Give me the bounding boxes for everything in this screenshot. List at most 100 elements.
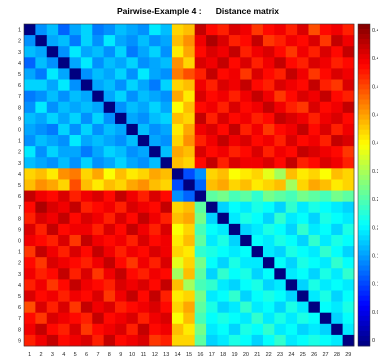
heatmap-cell-r5-c18 xyxy=(217,68,230,80)
heatmap-cell-r9-c5 xyxy=(69,112,82,125)
heatmap-cell-r5-c4 xyxy=(58,68,70,80)
heatmap-cell-r10-c17 xyxy=(206,123,218,136)
heatmap-cell-r3-c7 xyxy=(92,46,105,58)
colorbar-step xyxy=(358,169,370,176)
heatmap-cell-r12-c9 xyxy=(115,146,127,158)
heatmap-cell-r11-c24 xyxy=(285,135,298,147)
heatmap-cell-r13-c1 xyxy=(24,157,36,169)
heatmap-cell-r7-c11 xyxy=(137,90,150,103)
heatmap-cell-r7-c25 xyxy=(297,90,309,103)
heatmap-cell-r2-c1 xyxy=(24,35,36,47)
y-tick-label: 4 xyxy=(18,172,21,178)
heatmap-cell-r26-c27 xyxy=(319,301,332,314)
heatmap-cell-r23-c7 xyxy=(92,268,105,280)
heatmap-cell-r19-c28 xyxy=(331,223,343,236)
heatmap-cell-r25-c25 xyxy=(297,290,309,302)
heatmap-cell-r2-c9 xyxy=(115,35,127,47)
colorbar-step xyxy=(358,330,370,337)
heatmap-cell-r23-c10 xyxy=(126,268,139,280)
colorbar-tick-label: 0.4 xyxy=(372,28,378,34)
plot-frame xyxy=(23,23,355,347)
heatmap-cell-r21-c17 xyxy=(206,246,218,258)
heatmap-cell-r25-c27 xyxy=(319,290,332,302)
heatmap-cell-r6-c12 xyxy=(149,79,161,91)
y-tick-label: 5 xyxy=(18,183,21,189)
heatmap-cell-r7-c27 xyxy=(319,90,332,103)
heatmap-cell-r16-c24 xyxy=(285,190,298,202)
heatmap-cell-r25-c22 xyxy=(262,290,275,302)
heatmap-cell-r14-c8 xyxy=(103,168,116,180)
heatmap-cell-r7-c26 xyxy=(308,90,321,103)
heatmap-cell-r22-c17 xyxy=(206,257,218,269)
heatmap-cell-r24-c21 xyxy=(251,279,264,291)
heatmap-cell-r11-c22 xyxy=(262,135,275,147)
heatmap-cell-r20-c20 xyxy=(240,234,252,247)
heatmap-cell-r23-c17 xyxy=(206,268,218,280)
heatmap-cell-r1-c17 xyxy=(206,24,218,36)
heatmap-cell-r7-c21 xyxy=(251,90,264,103)
heatmap-cell-r9-c20 xyxy=(240,112,252,125)
colorbar-step xyxy=(358,34,370,40)
heatmap-cell-r2-c25 xyxy=(297,35,309,47)
heatmap-cell-r28-c1 xyxy=(24,323,36,336)
heatmap-cell-r10-c3 xyxy=(46,123,59,136)
heatmap-cell-r22-c14 xyxy=(171,257,184,269)
heatmap-cell-r11-c27 xyxy=(319,135,332,147)
colorbar-step xyxy=(358,335,370,342)
heatmap-cell-r16-c10 xyxy=(126,190,139,202)
heatmap-cell-r18-c29 xyxy=(342,212,355,225)
y-tick-label: 2 xyxy=(18,261,21,267)
heatmap-cell-r27-c18 xyxy=(217,312,230,325)
heatmap-cell-r5-c28 xyxy=(331,68,343,80)
heatmap-cell-r27-c2 xyxy=(35,312,48,325)
heatmap-cell-r28-c13 xyxy=(160,323,173,336)
x-tick-label: 13 xyxy=(163,352,169,358)
heatmap-cell-r19-c23 xyxy=(274,223,287,236)
heatmap-cell-r14-c26 xyxy=(308,168,321,180)
heatmap-cell-r16-c3 xyxy=(46,190,59,202)
heatmap-cell-r13-c10 xyxy=(126,157,139,169)
heatmap-cell-r25-c15 xyxy=(183,290,196,302)
colorbar-step xyxy=(358,109,370,115)
heatmap-cell-r19-c18 xyxy=(217,223,230,236)
heatmap-cell-r24-c7 xyxy=(92,279,105,291)
heatmap-cell-r27-c6 xyxy=(80,312,93,325)
colorbar-step xyxy=(358,39,370,45)
heatmap-cell-r22-c21 xyxy=(251,257,264,269)
heatmap-cell-r17-c5 xyxy=(69,201,82,214)
colorbar-step xyxy=(358,230,370,236)
colorbar-step xyxy=(358,305,370,312)
heatmap-cell-r3-c9 xyxy=(115,46,127,58)
heatmap-cell-r19-c29 xyxy=(342,223,355,236)
heatmap-cell-r3-c1 xyxy=(24,46,36,58)
heatmap-cell-r14-c20 xyxy=(240,168,252,180)
heatmap-grid xyxy=(24,24,355,347)
heatmap-cell-r29-c11 xyxy=(137,334,150,347)
heatmap-cell-r6-c11 xyxy=(137,79,150,91)
heatmap-cell-r14-c13 xyxy=(160,168,173,180)
heatmap-cell-r18-c4 xyxy=(58,212,70,225)
heatmap-cell-r10-c16 xyxy=(194,123,207,136)
heatmap-cell-r16-c26 xyxy=(308,190,321,202)
heatmap-cell-r10-c28 xyxy=(331,123,343,136)
colorbar-tick-label: 0.1 xyxy=(372,282,378,288)
heatmap-cell-r20-c13 xyxy=(160,234,173,247)
heatmap-cell-r6-c26 xyxy=(308,79,321,91)
heatmap-cell-r24-c4 xyxy=(58,279,70,291)
heatmap-cell-r21-c8 xyxy=(103,246,116,258)
heatmap-cell-r23-c4 xyxy=(58,268,70,280)
colorbar-step xyxy=(358,190,370,196)
heatmap-cell-r23-c3 xyxy=(46,268,59,280)
heatmap-cell-r9-c14 xyxy=(171,112,184,125)
heatmap-cell-r4-c19 xyxy=(228,57,241,69)
heatmap-cell-r29-c28 xyxy=(331,334,343,347)
heatmap-cell-r17-c12 xyxy=(149,201,161,214)
heatmap-cell-r20-c3 xyxy=(46,234,59,247)
heatmap-cell-r25-c5 xyxy=(69,290,82,302)
heatmap-cell-r8-c8 xyxy=(103,101,116,114)
heatmap-cell-r9-c4 xyxy=(58,112,70,125)
heatmap-cell-r5-c13 xyxy=(160,68,173,80)
heatmap-cell-r19-c26 xyxy=(308,223,321,236)
heatmap-cell-r3-c16 xyxy=(194,46,207,58)
heatmap-cell-r21-c2 xyxy=(35,246,48,258)
